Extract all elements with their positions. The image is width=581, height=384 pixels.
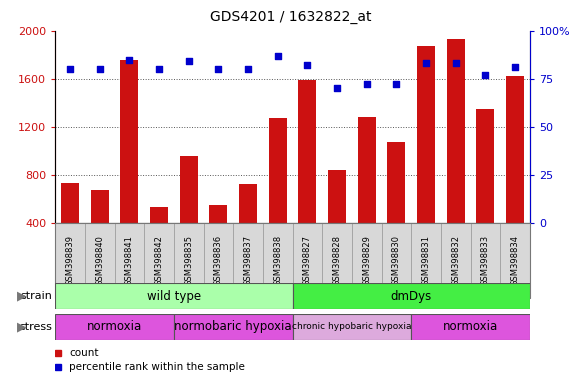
- Bar: [174, 314, 293, 340]
- Text: dmDys: dmDys: [390, 290, 432, 303]
- Text: GSM398834: GSM398834: [511, 235, 519, 286]
- Text: normobaric hypoxia: normobaric hypoxia: [174, 320, 292, 333]
- Point: [362, 81, 371, 88]
- Bar: [471, 223, 500, 298]
- Bar: [263, 223, 293, 298]
- Point: [214, 66, 223, 72]
- Bar: [447, 39, 465, 271]
- Bar: [476, 109, 494, 271]
- Bar: [500, 223, 530, 298]
- Text: GSM398840: GSM398840: [95, 235, 104, 286]
- Bar: [358, 117, 375, 271]
- Bar: [352, 223, 382, 298]
- Bar: [203, 223, 233, 298]
- Bar: [299, 80, 316, 271]
- Point: [184, 58, 193, 65]
- Bar: [411, 223, 441, 298]
- Bar: [506, 76, 524, 271]
- Point: [332, 85, 342, 91]
- Point: [480, 72, 490, 78]
- Text: normoxia: normoxia: [443, 320, 498, 333]
- Point: [95, 66, 105, 72]
- Bar: [233, 223, 263, 298]
- Text: ▶: ▶: [17, 290, 27, 303]
- Bar: [293, 314, 411, 340]
- Point: [66, 66, 75, 72]
- Bar: [55, 283, 293, 309]
- Bar: [61, 183, 79, 271]
- Text: GSM398835: GSM398835: [184, 235, 193, 286]
- Point: [510, 64, 519, 70]
- Text: GSM398828: GSM398828: [332, 235, 342, 286]
- Text: chronic hypobaric hypoxia: chronic hypobaric hypoxia: [292, 322, 411, 331]
- Bar: [441, 223, 471, 298]
- Text: GSM398833: GSM398833: [481, 235, 490, 286]
- Bar: [293, 283, 530, 309]
- Text: GDS4201 / 1632822_at: GDS4201 / 1632822_at: [210, 10, 371, 23]
- Text: GSM398838: GSM398838: [273, 235, 282, 286]
- Bar: [411, 314, 530, 340]
- Text: stress: stress: [19, 322, 52, 332]
- Bar: [55, 314, 174, 340]
- Text: GSM398836: GSM398836: [214, 235, 223, 286]
- Bar: [114, 223, 144, 298]
- Text: GSM398832: GSM398832: [451, 235, 460, 286]
- Bar: [210, 205, 227, 271]
- Text: GSM398829: GSM398829: [362, 235, 371, 286]
- Text: GSM398839: GSM398839: [66, 235, 74, 286]
- Point: [303, 62, 312, 68]
- Text: normoxia: normoxia: [87, 320, 142, 333]
- Point: [155, 66, 164, 72]
- Bar: [322, 223, 352, 298]
- Bar: [120, 60, 138, 271]
- Text: count: count: [70, 348, 99, 358]
- Point: [243, 66, 253, 72]
- Bar: [144, 223, 174, 298]
- Point: [451, 60, 460, 66]
- Bar: [239, 184, 257, 271]
- Point: [392, 81, 401, 88]
- Text: GSM398827: GSM398827: [303, 235, 312, 286]
- Point: [421, 60, 431, 66]
- Bar: [417, 46, 435, 271]
- Bar: [269, 118, 286, 271]
- Bar: [91, 190, 109, 271]
- Bar: [150, 207, 168, 271]
- Bar: [174, 223, 203, 298]
- Bar: [388, 142, 406, 271]
- Point: [125, 56, 134, 63]
- Text: GSM398841: GSM398841: [125, 235, 134, 286]
- Text: percentile rank within the sample: percentile rank within the sample: [70, 362, 245, 372]
- Bar: [55, 223, 85, 298]
- Text: strain: strain: [20, 291, 52, 301]
- Text: GSM398831: GSM398831: [422, 235, 431, 286]
- Bar: [180, 156, 198, 271]
- Bar: [293, 223, 322, 298]
- Text: GSM398830: GSM398830: [392, 235, 401, 286]
- Text: GSM398837: GSM398837: [243, 235, 253, 286]
- Text: wild type: wild type: [147, 290, 201, 303]
- Bar: [328, 170, 346, 271]
- Bar: [85, 223, 114, 298]
- Text: GSM398842: GSM398842: [155, 235, 163, 286]
- Text: ▶: ▶: [17, 320, 27, 333]
- Bar: [382, 223, 411, 298]
- Point: [273, 53, 282, 59]
